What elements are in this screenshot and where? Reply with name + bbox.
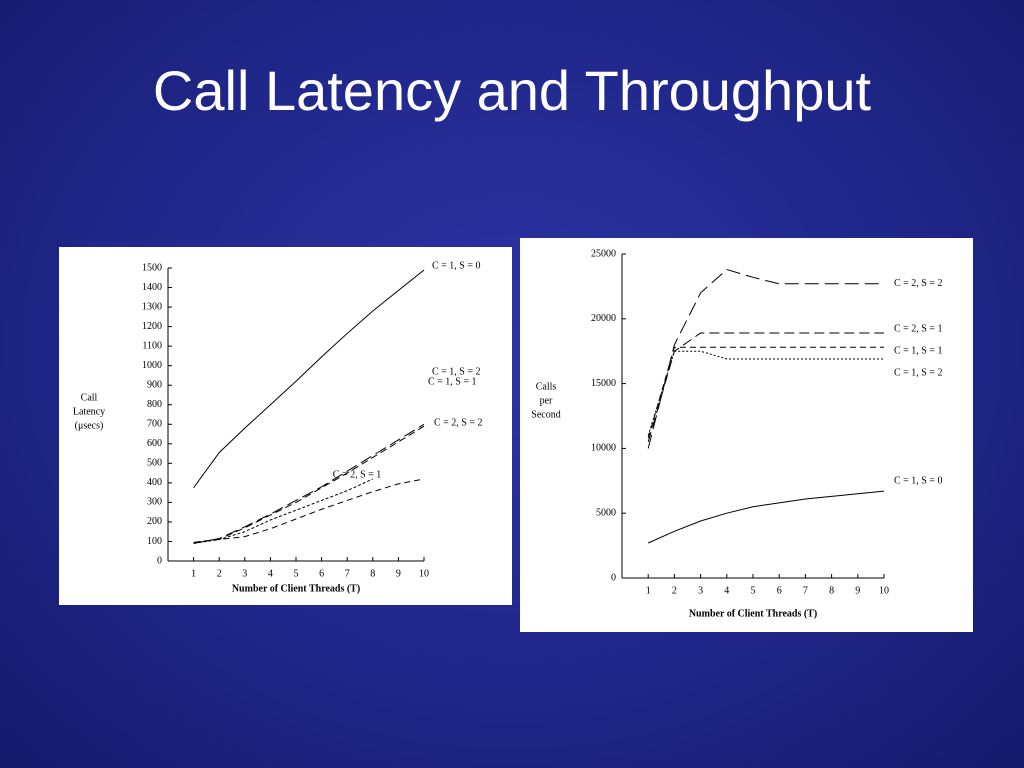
legend-label: C = 1, S = 2	[432, 367, 481, 378]
y-axis-label: Call	[81, 392, 98, 403]
y-axis-label: (μsecs)	[75, 420, 104, 431]
y-tick-label: 700	[147, 419, 162, 430]
y-tick-label: 400	[147, 477, 162, 488]
latency-chart: 0 100 200 300 400 500 600 700 800 900 1000 1100 1200…	[59, 247, 512, 605]
legend-label: C = 1, S = 0	[432, 260, 481, 271]
x-tick-label: 10	[419, 568, 429, 579]
series-line	[647, 332, 884, 443]
x-tick-label: 2	[217, 568, 222, 579]
legend-label: C = 2, S = 1	[333, 469, 382, 480]
legend-label: C = 2, S = 2	[894, 278, 943, 289]
x-tick-label: 6	[777, 585, 782, 596]
x-axis-label: Number of Client Threads (T)	[689, 608, 817, 619]
y-tick-label: 200	[147, 516, 162, 527]
series-line	[647, 268, 884, 449]
x-tick-label: 1	[646, 585, 651, 596]
legend-label: C = 2, S = 1	[894, 323, 943, 334]
legend-label: C = 1, S = 2	[894, 367, 943, 378]
y-tick-label: 1300	[142, 301, 162, 312]
slide-title: Call Latency and Throughput	[152, 59, 872, 122]
y-tick-label: 20000	[591, 313, 616, 324]
y-tick-label: 1400	[142, 282, 162, 293]
legend-label: C = 1, S = 1	[428, 377, 477, 388]
series-line	[193, 269, 425, 489]
y-axis-label: Calls	[536, 381, 557, 392]
y-tick-label: 800	[147, 399, 162, 410]
legend-label: C = 2, S = 2	[434, 417, 483, 428]
x-tick-label: 8	[829, 585, 834, 596]
y-axis-label: per	[540, 395, 553, 406]
y-tick-label: 500	[147, 458, 162, 469]
y-tick-label: 1500	[142, 262, 162, 273]
x-tick-label: 9	[396, 568, 401, 579]
x-axis-label: Number of Client Threads (T)	[232, 583, 360, 594]
x-tick-label: 3	[242, 568, 247, 579]
x-tick-label: 2	[672, 585, 677, 596]
series-line	[193, 423, 425, 544]
series-line	[193, 478, 374, 544]
series-line	[193, 478, 425, 543]
series-line	[647, 346, 884, 439]
x-tick-label: 7	[803, 585, 808, 596]
x-tick-label: 8	[370, 568, 375, 579]
y-tick-label: 15000	[591, 378, 616, 389]
legend-label: C = 1, S = 1	[894, 346, 943, 357]
x-tick-label: 4	[724, 585, 729, 596]
x-tick-label: 6	[319, 568, 324, 579]
y-tick-label: 100	[147, 536, 162, 547]
x-tick-label: 5	[751, 585, 756, 596]
x-tick-label: 9	[855, 585, 860, 596]
series-line	[647, 350, 884, 436]
y-tick-label: 0	[157, 555, 162, 566]
y-tick-label: 1100	[142, 340, 162, 351]
y-tick-label: 0	[611, 572, 616, 583]
series-line	[647, 490, 885, 544]
y-tick-label: 1000	[142, 360, 162, 371]
x-tick-label: 5	[294, 568, 299, 579]
y-axis-label: Latency	[73, 406, 105, 417]
series-line	[193, 425, 425, 543]
x-tick-label: 7	[345, 568, 350, 579]
y-tick-label: 25000	[591, 248, 616, 259]
y-tick-label: 900	[147, 379, 162, 390]
x-tick-label: 4	[268, 568, 273, 579]
legend-label: C = 1, S = 0	[894, 475, 943, 486]
throughput-chart: 0 5000 10000 15000 20000 25000 1 2 3 4 5 6 7 8 9 10 Numb…	[520, 238, 973, 632]
x-tick-label: 10	[879, 585, 889, 596]
y-tick-label: 600	[147, 438, 162, 449]
x-tick-label: 1	[191, 568, 196, 579]
x-tick-label: 3	[698, 585, 703, 596]
y-tick-label: 5000	[596, 507, 616, 518]
y-tick-label: 1200	[142, 321, 162, 332]
y-axis-label: Second	[531, 409, 560, 420]
y-tick-label: 10000	[591, 443, 616, 454]
y-tick-label: 300	[147, 497, 162, 508]
